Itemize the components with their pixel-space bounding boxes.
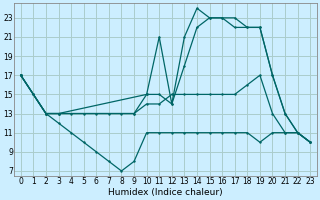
X-axis label: Humidex (Indice chaleur): Humidex (Indice chaleur): [108, 188, 223, 197]
